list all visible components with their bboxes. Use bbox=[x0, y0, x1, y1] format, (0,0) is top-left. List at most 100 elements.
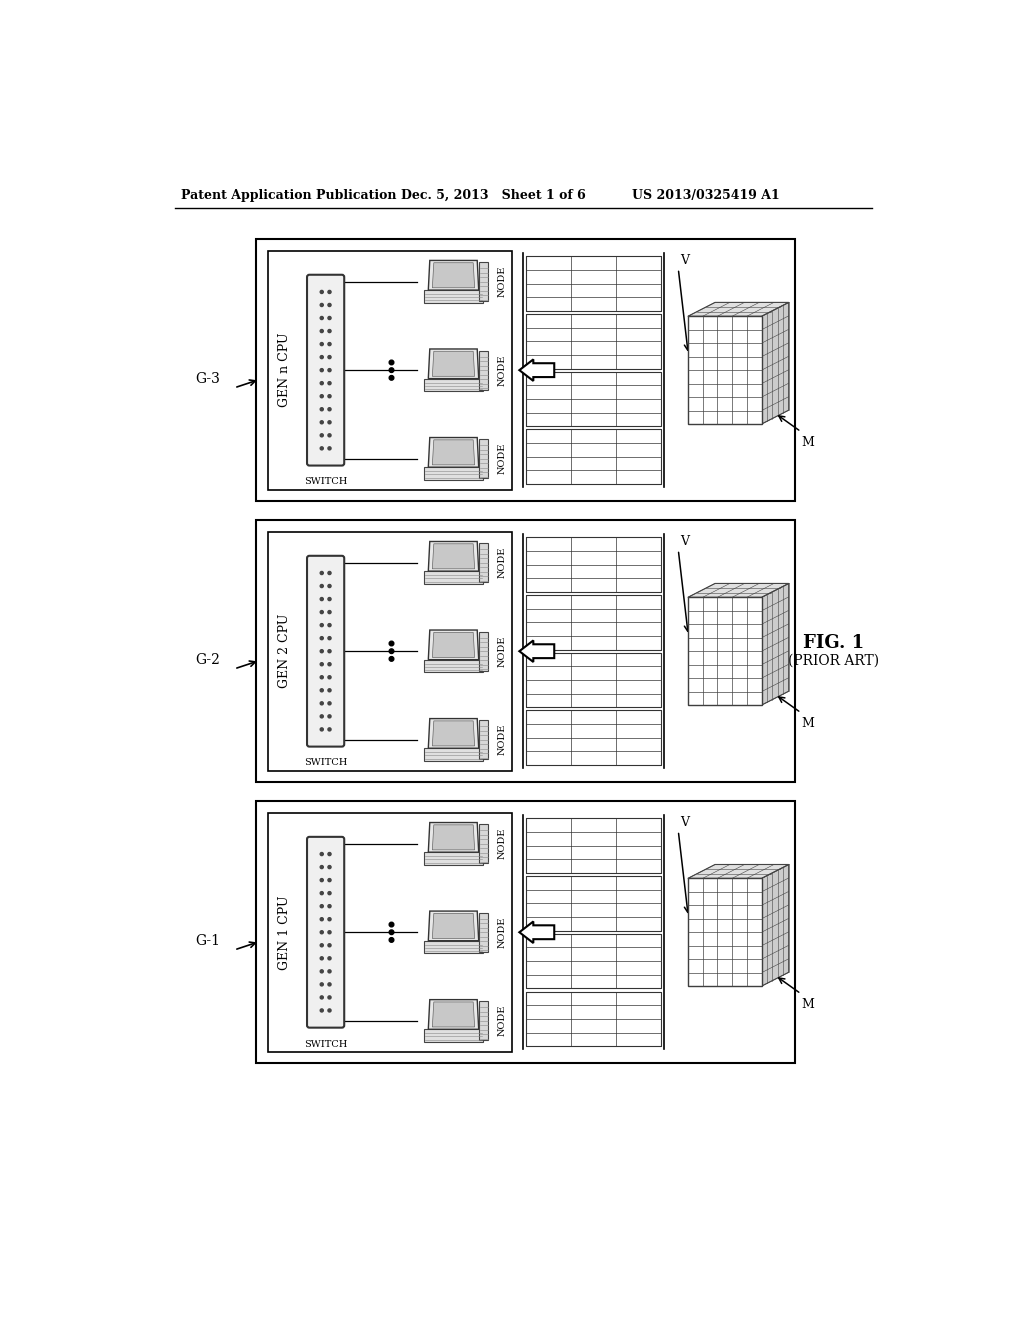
Bar bbox=[479, 543, 488, 582]
Circle shape bbox=[321, 715, 324, 718]
Circle shape bbox=[328, 572, 331, 574]
Bar bbox=[479, 261, 488, 301]
Bar bbox=[525, 991, 662, 1047]
Text: GEN n CPU: GEN n CPU bbox=[279, 333, 291, 408]
Circle shape bbox=[389, 937, 394, 942]
Bar bbox=[479, 440, 488, 478]
Bar bbox=[424, 748, 483, 760]
Polygon shape bbox=[428, 999, 478, 1030]
Circle shape bbox=[389, 649, 394, 653]
Circle shape bbox=[389, 368, 394, 372]
Text: G-1: G-1 bbox=[196, 933, 220, 948]
Circle shape bbox=[389, 929, 394, 935]
Circle shape bbox=[321, 904, 324, 908]
Polygon shape bbox=[688, 302, 788, 317]
Text: M: M bbox=[801, 717, 814, 730]
Circle shape bbox=[321, 663, 324, 665]
Polygon shape bbox=[519, 921, 554, 942]
Circle shape bbox=[328, 727, 331, 731]
Bar bbox=[424, 379, 483, 391]
Polygon shape bbox=[432, 1002, 475, 1027]
FancyBboxPatch shape bbox=[307, 837, 344, 1028]
Circle shape bbox=[321, 676, 324, 678]
Bar bbox=[525, 537, 662, 591]
Text: V: V bbox=[680, 816, 689, 829]
Text: GEN 1 CPU: GEN 1 CPU bbox=[279, 895, 291, 969]
Text: SWITCH: SWITCH bbox=[304, 759, 347, 767]
Circle shape bbox=[321, 368, 324, 372]
Bar bbox=[525, 372, 662, 426]
Circle shape bbox=[321, 355, 324, 359]
Circle shape bbox=[321, 995, 324, 999]
Bar bbox=[267, 532, 512, 771]
Bar bbox=[525, 429, 662, 484]
Bar bbox=[479, 912, 488, 952]
Text: FIG. 1: FIG. 1 bbox=[803, 635, 864, 652]
Circle shape bbox=[328, 689, 331, 692]
Bar bbox=[424, 853, 483, 865]
Bar bbox=[525, 710, 662, 766]
Bar bbox=[424, 572, 483, 583]
Circle shape bbox=[321, 598, 324, 601]
Circle shape bbox=[321, 421, 324, 424]
FancyBboxPatch shape bbox=[307, 275, 344, 466]
Circle shape bbox=[321, 853, 324, 855]
Circle shape bbox=[321, 727, 324, 731]
Polygon shape bbox=[762, 865, 788, 986]
Circle shape bbox=[321, 304, 324, 306]
Circle shape bbox=[321, 434, 324, 437]
Circle shape bbox=[389, 642, 394, 645]
Circle shape bbox=[321, 1008, 324, 1012]
Bar bbox=[688, 317, 762, 424]
Circle shape bbox=[328, 623, 331, 627]
Polygon shape bbox=[428, 348, 478, 379]
Bar bbox=[424, 941, 483, 953]
Text: US 2013/0325419 A1: US 2013/0325419 A1 bbox=[632, 189, 779, 202]
Text: NODE: NODE bbox=[498, 355, 507, 385]
Bar bbox=[424, 660, 483, 672]
Circle shape bbox=[328, 330, 331, 333]
Circle shape bbox=[328, 304, 331, 306]
Circle shape bbox=[321, 330, 324, 333]
Circle shape bbox=[328, 931, 331, 933]
Bar bbox=[525, 256, 662, 312]
Text: NODE: NODE bbox=[498, 1005, 507, 1036]
Text: NODE: NODE bbox=[498, 444, 507, 474]
Circle shape bbox=[321, 290, 324, 293]
Circle shape bbox=[321, 957, 324, 960]
Text: M: M bbox=[801, 436, 814, 449]
Polygon shape bbox=[428, 260, 478, 290]
Circle shape bbox=[321, 611, 324, 614]
Circle shape bbox=[328, 446, 331, 450]
Polygon shape bbox=[428, 437, 478, 467]
Polygon shape bbox=[428, 541, 478, 572]
Text: V: V bbox=[680, 536, 689, 548]
Circle shape bbox=[328, 995, 331, 999]
Circle shape bbox=[328, 381, 331, 384]
Bar bbox=[525, 595, 662, 649]
Circle shape bbox=[328, 368, 331, 372]
Circle shape bbox=[328, 715, 331, 718]
Bar bbox=[424, 1030, 483, 1041]
Circle shape bbox=[321, 917, 324, 921]
Circle shape bbox=[328, 408, 331, 411]
Polygon shape bbox=[762, 583, 788, 705]
Text: NODE: NODE bbox=[498, 916, 507, 948]
Bar bbox=[525, 818, 662, 873]
Bar bbox=[424, 290, 483, 302]
Circle shape bbox=[328, 879, 331, 882]
Polygon shape bbox=[432, 263, 475, 288]
Polygon shape bbox=[432, 440, 475, 465]
Text: V: V bbox=[680, 255, 689, 268]
Circle shape bbox=[328, 853, 331, 855]
Circle shape bbox=[321, 585, 324, 587]
Circle shape bbox=[328, 917, 331, 921]
Bar bbox=[525, 653, 662, 708]
Text: NODE: NODE bbox=[498, 828, 507, 859]
Circle shape bbox=[321, 931, 324, 933]
Circle shape bbox=[328, 676, 331, 678]
Circle shape bbox=[328, 343, 331, 346]
Circle shape bbox=[321, 446, 324, 450]
Polygon shape bbox=[432, 632, 475, 657]
Circle shape bbox=[328, 983, 331, 986]
